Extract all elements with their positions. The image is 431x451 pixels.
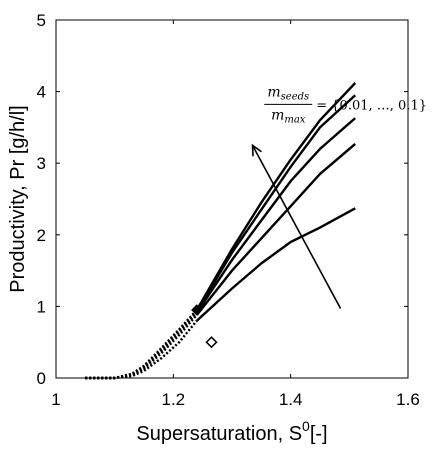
x-axis-label: Supersaturation, S0[-] xyxy=(136,418,327,445)
x-axis-label-suffix: [-] xyxy=(310,423,328,445)
y-tick-label: 5 xyxy=(37,11,46,30)
series-line xyxy=(195,82,357,311)
y-tick-label: 2 xyxy=(37,226,46,245)
dotted-series-group xyxy=(85,309,198,380)
trend-arrow xyxy=(251,143,342,309)
denominator-symbol: m xyxy=(271,107,284,123)
x-tick-label: 1.2 xyxy=(162,390,186,409)
series-line xyxy=(195,117,356,314)
marker-group xyxy=(191,304,218,349)
y-tick-label: 0 xyxy=(37,369,46,388)
seed-ratio-annotation: mseeds mmax = {0.01, …, 0.1} xyxy=(264,84,427,125)
axis-ticks xyxy=(55,19,409,379)
annotation-value-range: = {0.01, …, 0.1} xyxy=(316,98,427,113)
x-tick-label: 1.4 xyxy=(279,390,303,409)
y-tick-label: 4 xyxy=(37,83,46,102)
numerator-subscript: seeds xyxy=(281,91,310,102)
y-tick-label: 1 xyxy=(37,297,46,316)
plot-frame xyxy=(55,19,409,379)
y-tick-label: 3 xyxy=(37,154,46,173)
filled-diamond-marker xyxy=(191,304,203,316)
x-axis-label-main: Supersaturation, S xyxy=(136,423,302,445)
open-diamond-marker xyxy=(205,336,218,349)
arrow-shaft xyxy=(251,144,342,309)
plot-border xyxy=(55,19,409,379)
annotation-numerator: mseeds xyxy=(267,84,309,102)
annotation-denominator: mmax xyxy=(271,107,306,125)
numerator-symbol: m xyxy=(267,84,280,100)
dotted-series-line xyxy=(85,309,198,380)
y-axis-label: Productivity, Pr [g/h/l] xyxy=(7,105,29,292)
x-axis-label-superscript: 0 xyxy=(302,418,310,434)
x-tick-label: 1.6 xyxy=(396,390,420,409)
arrow-head xyxy=(251,143,262,157)
series-line xyxy=(195,142,356,316)
series-line xyxy=(195,207,356,322)
denominator-subscript: max xyxy=(284,114,305,125)
x-tick-label: 1 xyxy=(51,390,60,409)
